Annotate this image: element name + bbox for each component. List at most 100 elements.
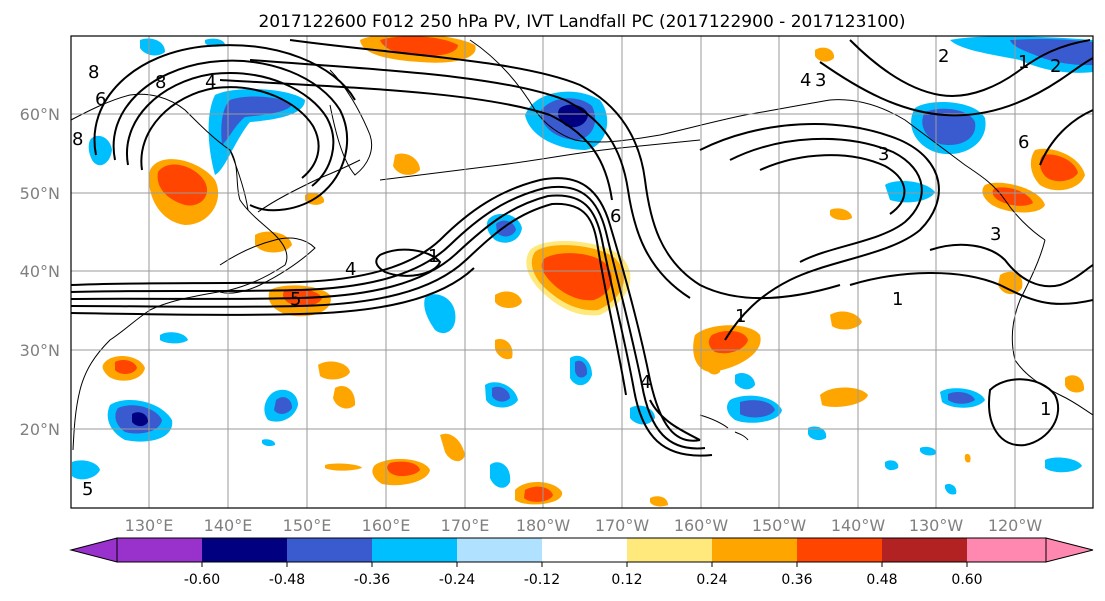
contour-label: 5 <box>290 289 301 310</box>
contour-label: 8 <box>88 62 99 83</box>
lon-label: 150°W <box>752 516 807 535</box>
pv-contour <box>71 185 706 450</box>
lon-label: 170°W <box>595 516 650 535</box>
coastline-asia <box>71 93 288 451</box>
lat-label: 50°N <box>20 184 60 203</box>
colorbar-segment <box>457 538 542 562</box>
positive-anomaly-region <box>998 271 1023 295</box>
negative-anomaly-region <box>945 484 957 495</box>
negative-anomaly-region <box>490 462 511 488</box>
pv-contour <box>112 59 348 212</box>
colorbar-tick-marks <box>201 562 968 567</box>
map-title: 2017122600 F012 250 hPa PV, IVT Landfall… <box>258 12 905 32</box>
positive-anomaly-region <box>992 187 1033 206</box>
positive-anomaly-region <box>1039 154 1078 182</box>
pv-contour <box>649 399 701 441</box>
pv-contour <box>140 86 320 179</box>
positive-anomaly-region <box>440 433 465 462</box>
colorbar-segments <box>117 538 1046 562</box>
colorbar-segment <box>712 538 797 562</box>
colorbar-under-triangle <box>69 537 118 563</box>
pv-contour <box>849 39 1091 97</box>
negative-anomaly-region <box>221 96 292 145</box>
negative-anomaly-region <box>885 460 899 471</box>
negative-anomaly-region <box>262 439 276 447</box>
positive-anomaly-region <box>393 153 420 175</box>
pv-contour <box>93 44 356 156</box>
positive-anomaly-region <box>708 330 748 354</box>
positive-anomaly-region <box>524 486 553 502</box>
negative-anomaly-region <box>160 332 188 344</box>
colorbar-tick-labels: -0.60 -0.48 -0.36 -0.24 -0.12 0.12 0.24 … <box>184 572 983 588</box>
contour-label: 1 <box>1040 399 1051 420</box>
positive-anomaly-region <box>964 453 971 463</box>
coastline-aleutians <box>379 139 701 181</box>
contour-label: 8 <box>72 129 83 150</box>
colorbar-segment <box>117 538 202 562</box>
coastline-sakhalin <box>229 149 249 211</box>
coastline-alaska <box>469 39 1046 241</box>
positive-anomaly-region <box>820 387 868 407</box>
contour-label: 1 <box>428 246 439 267</box>
positive-anomaly-region <box>380 36 458 57</box>
contour-label: 3 <box>878 144 889 165</box>
pv-contour <box>759 154 906 215</box>
contour-label: 4 <box>640 372 651 393</box>
colorbar-tick-label: 0.12 <box>611 572 642 588</box>
negative-anomaly-region <box>808 426 827 441</box>
map-frame <box>70 35 1094 509</box>
negative-anomaly-region <box>72 460 100 480</box>
pv-contour <box>849 272 1093 306</box>
colorbar-tick-label: 0.36 <box>781 572 812 588</box>
positive-anomaly-region <box>333 385 356 409</box>
lat-label: 60°N <box>20 105 60 124</box>
negative-anomaly-region <box>496 220 516 237</box>
latitude-labels: 60°N 50°N 40°N 30°N 20°N <box>20 105 60 439</box>
negative-anomaly-region <box>140 38 165 56</box>
colorbar-tick-label: -0.24 <box>439 572 475 588</box>
negative-anomaly-region <box>274 397 292 414</box>
negative-anomaly-region <box>575 360 588 378</box>
colorbar-segment <box>202 538 287 562</box>
contour-label: 5 <box>82 479 93 500</box>
colorbar-tick-label: -0.36 <box>354 572 390 588</box>
colorbar-tick-label: 0.60 <box>951 572 982 588</box>
pv-contour <box>71 267 475 316</box>
positive-anomaly-region <box>318 361 350 380</box>
contour-label: 6 <box>95 89 106 110</box>
contour-label: 2 <box>1050 56 1061 77</box>
coastline-kamchatka <box>329 69 373 176</box>
negative-anomaly-region <box>424 294 456 334</box>
contour-label: 3 <box>990 224 1001 245</box>
pv-contour <box>71 202 627 396</box>
lon-label: 140°W <box>831 516 886 535</box>
coastline-hawaii <box>699 414 749 441</box>
positive-anomaly-region <box>830 208 852 221</box>
contour-label: 4 <box>800 70 811 91</box>
pv-contour <box>71 194 713 457</box>
contour-label: 4 <box>205 72 216 93</box>
contour-label: 6 <box>1018 132 1029 153</box>
lon-label: 120°W <box>988 516 1043 535</box>
colorbar-segment <box>627 538 712 562</box>
positive-anomaly-region <box>1065 375 1085 393</box>
negative-anomaly-region <box>740 400 775 418</box>
colorbar-segment <box>287 538 372 562</box>
negative-anomaly-region <box>920 446 937 456</box>
colorbar-segment <box>372 538 457 562</box>
pc-fill-layer <box>72 36 1093 507</box>
pv-contour <box>219 79 613 201</box>
pv-contour <box>699 123 940 341</box>
positive-anomaly-region <box>705 358 721 375</box>
pv-contour <box>929 243 1093 288</box>
positive-anomaly-region <box>541 253 612 301</box>
negative-anomaly-region <box>1045 457 1082 473</box>
colorbar-frame <box>116 537 1047 563</box>
coastline-japan <box>219 237 316 294</box>
colorbar-tick-label: -0.60 <box>184 572 220 588</box>
negative-anomaly-region <box>132 412 148 427</box>
pv-contour <box>1039 109 1093 166</box>
pv-contour <box>289 39 841 300</box>
pv-contour <box>249 59 691 299</box>
